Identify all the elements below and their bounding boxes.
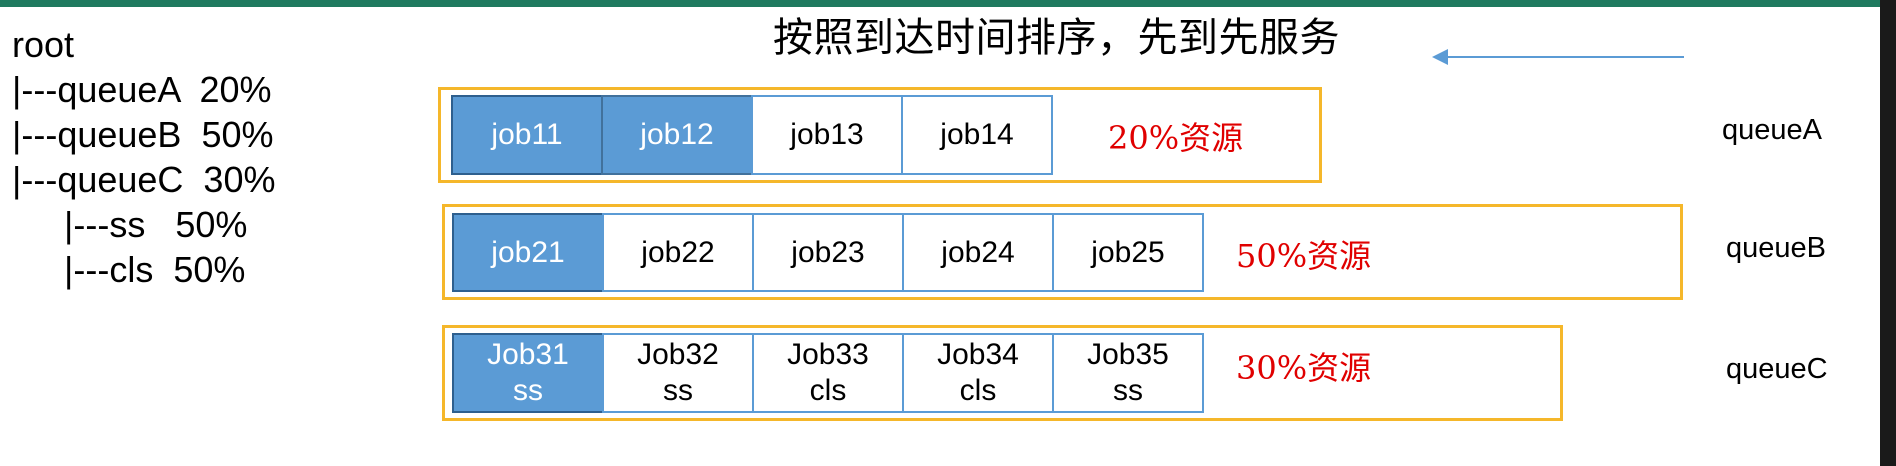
job-name: job25 xyxy=(1091,235,1165,269)
queue-hierarchy-tree: root |---queueA 20% |---queueB 50% |---q… xyxy=(12,22,275,292)
arrow-left-icon xyxy=(1432,49,1684,65)
job-name: job21 xyxy=(491,235,565,269)
job-name: job14 xyxy=(940,118,1014,151)
job-text: job22 xyxy=(641,235,714,271)
job-cell: job24 xyxy=(902,213,1054,292)
right-edge-bar xyxy=(1880,0,1896,466)
job-text: job14 xyxy=(940,117,1013,153)
job-text: job12 xyxy=(640,117,713,153)
job-cell: Job33 cls xyxy=(752,333,904,413)
job-subqueue: ss xyxy=(1113,374,1143,407)
job-text: job11 xyxy=(491,117,562,153)
job-cell: Job31 ss xyxy=(452,333,604,413)
job-text: Job33 cls xyxy=(787,337,869,409)
job-text: Job31 ss xyxy=(487,337,569,409)
job-name: Job34 xyxy=(937,338,1019,371)
job-name: job13 xyxy=(790,118,864,151)
job-text: Job35 ss xyxy=(1087,337,1169,409)
job-name: job11 xyxy=(491,118,563,151)
job-text: job23 xyxy=(791,235,864,271)
queue-c-label: queueC xyxy=(1726,353,1828,385)
tree-node-queueB: |---queueB 50% xyxy=(12,114,274,155)
job-name: Job33 xyxy=(787,338,869,371)
tree-root: root xyxy=(12,24,75,65)
job-name: Job35 xyxy=(1087,338,1169,371)
job-cell: job12 xyxy=(601,95,753,175)
job-subqueue: cls xyxy=(959,374,997,407)
job-text: job13 xyxy=(790,117,863,153)
job-text: job25 xyxy=(1091,235,1164,271)
tree-node-cls: |---cls 50% xyxy=(64,249,246,290)
job-text: Job34 cls xyxy=(937,337,1019,409)
queue-c-resource: 30%资源 xyxy=(1236,349,1372,387)
queue-b-resource: 50%资源 xyxy=(1236,237,1372,275)
job-name: job22 xyxy=(641,235,715,269)
job-name: Job32 xyxy=(637,338,719,371)
queue-box-c xyxy=(442,325,1563,421)
job-name: job23 xyxy=(791,235,865,269)
queue-a-label: queueA xyxy=(1722,114,1822,146)
job-cell: job11 xyxy=(451,95,603,175)
tree-node-queueA: |---queueA 20% xyxy=(12,69,272,110)
job-name: job12 xyxy=(640,118,714,151)
queue-a-jobs: job11 job12 job13 job14 xyxy=(451,95,1053,175)
job-cell: job22 xyxy=(602,213,754,292)
queue-b-jobs: job21 job22 job23 job24 job25 xyxy=(452,213,1204,292)
job-name: Job31 xyxy=(487,338,569,371)
queue-a-resource: 20%资源 xyxy=(1108,119,1244,157)
job-text: job24 xyxy=(941,235,1014,271)
job-text: job21 xyxy=(491,235,564,271)
job-cell: job25 xyxy=(1052,213,1204,292)
top-border-bar xyxy=(0,0,1896,7)
job-subqueue: ss xyxy=(513,374,543,407)
job-cell: job14 xyxy=(901,95,1053,175)
tree-node-ss: |---ss 50% xyxy=(64,204,248,245)
job-cell: job23 xyxy=(752,213,904,292)
job-name: job24 xyxy=(941,235,1015,269)
job-cell: Job35 ss xyxy=(1052,333,1204,413)
job-text: Job32 ss xyxy=(637,337,719,409)
queue-b-label: queueB xyxy=(1726,232,1826,264)
tree-node-queueC: |---queueC 30% xyxy=(12,159,276,200)
queue-box-b xyxy=(442,204,1683,300)
job-cell: Job34 cls xyxy=(902,333,1054,413)
job-cell: job13 xyxy=(751,95,903,175)
job-cell: Job32 ss xyxy=(602,333,754,413)
queue-box-a xyxy=(438,87,1322,183)
job-subqueue: cls xyxy=(809,374,847,407)
job-subqueue: ss xyxy=(663,374,693,407)
diagram-title: 按照到达时间排序，先到先服务 xyxy=(773,15,1340,61)
job-cell: job21 xyxy=(452,213,604,292)
queue-c-jobs: Job31 ss Job32 ss Job33 cls Job34 cls Job35 ss xyxy=(452,333,1204,413)
